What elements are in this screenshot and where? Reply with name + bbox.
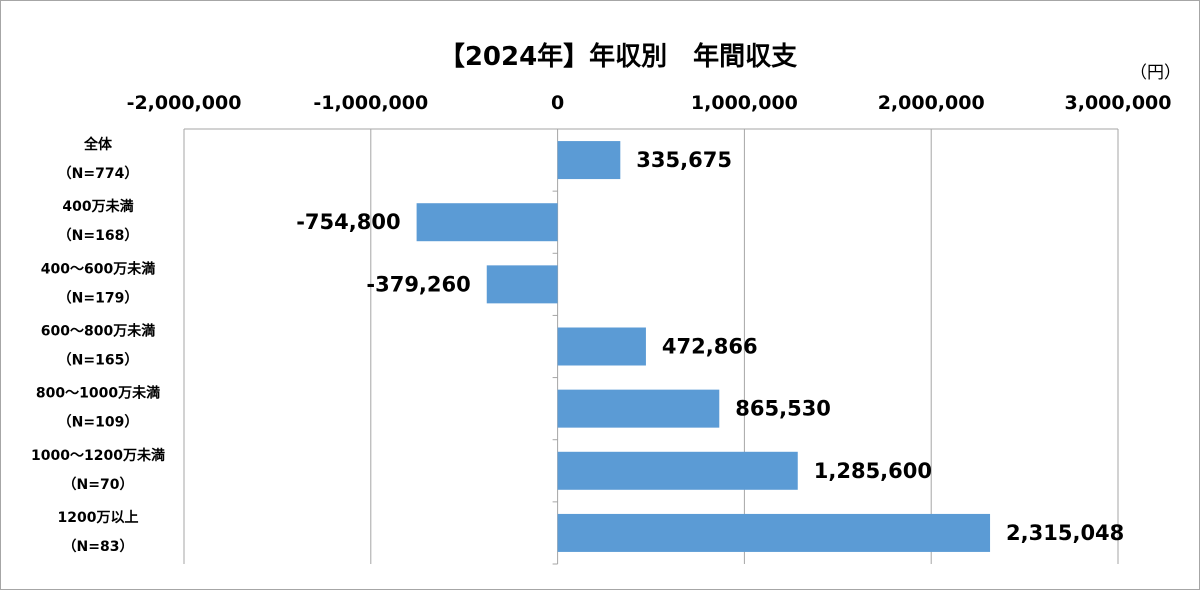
bar	[557, 389, 720, 428]
x-tick-label: 1,000,000	[691, 92, 798, 114]
data-label: 865,530	[735, 397, 831, 421]
category-count: （N=83）	[63, 539, 134, 555]
data-label: 2,315,048	[1006, 521, 1124, 545]
data-label: 1,285,600	[814, 459, 932, 483]
x-tick-label: -2,000,000	[127, 92, 242, 114]
category-count: （N=165）	[58, 353, 139, 369]
bar	[416, 203, 558, 242]
category-labels: 全体 （N=774） 400万未満 （N=168） 400～600万未満 （N=179） 6…	[31, 136, 165, 555]
bar	[557, 327, 646, 366]
data-label: 472,866	[662, 335, 758, 359]
bar	[486, 265, 558, 304]
x-tick-label: 3,000,000	[1065, 92, 1172, 114]
x-tick-label: 2,000,000	[878, 92, 985, 114]
data-label: 335,675	[636, 148, 732, 172]
bar	[557, 141, 621, 180]
category-label: 600～800万未満	[41, 323, 155, 340]
category-label: 400～600万未満	[41, 260, 155, 277]
category-count: （N=70）	[63, 477, 134, 493]
gridlines	[183, 128, 1119, 565]
data-labels: 335,675 -754,800 -379,260 472,866 865,530 1,2…	[296, 148, 1124, 545]
data-label: -379,260	[366, 272, 470, 296]
category-label: 1000～1200万未満	[31, 447, 165, 464]
x-tick-label: 0	[551, 92, 564, 114]
chart-title: 【2024年】年収別 年間収支	[439, 41, 797, 72]
x-axis-ticks: -2,000,000 -1,000,000 0 1,000,000 2,000,000 3…	[127, 92, 1172, 114]
category-label: 400万未満	[62, 198, 133, 215]
unit-label: （円）	[1130, 63, 1181, 83]
bar	[557, 451, 798, 490]
category-label: 全体	[83, 136, 113, 153]
bar	[557, 513, 991, 552]
bars	[416, 141, 991, 552]
category-label: 800～1000万未満	[36, 385, 160, 402]
category-count: （N=179）	[58, 290, 139, 306]
category-count: （N=168）	[58, 228, 139, 244]
category-label: 1200万以上	[58, 510, 139, 526]
category-count: （N=774）	[58, 166, 139, 182]
category-count: （N=109）	[58, 415, 139, 431]
x-tick-label: -1,000,000	[313, 92, 428, 114]
data-label: -754,800	[296, 210, 400, 234]
